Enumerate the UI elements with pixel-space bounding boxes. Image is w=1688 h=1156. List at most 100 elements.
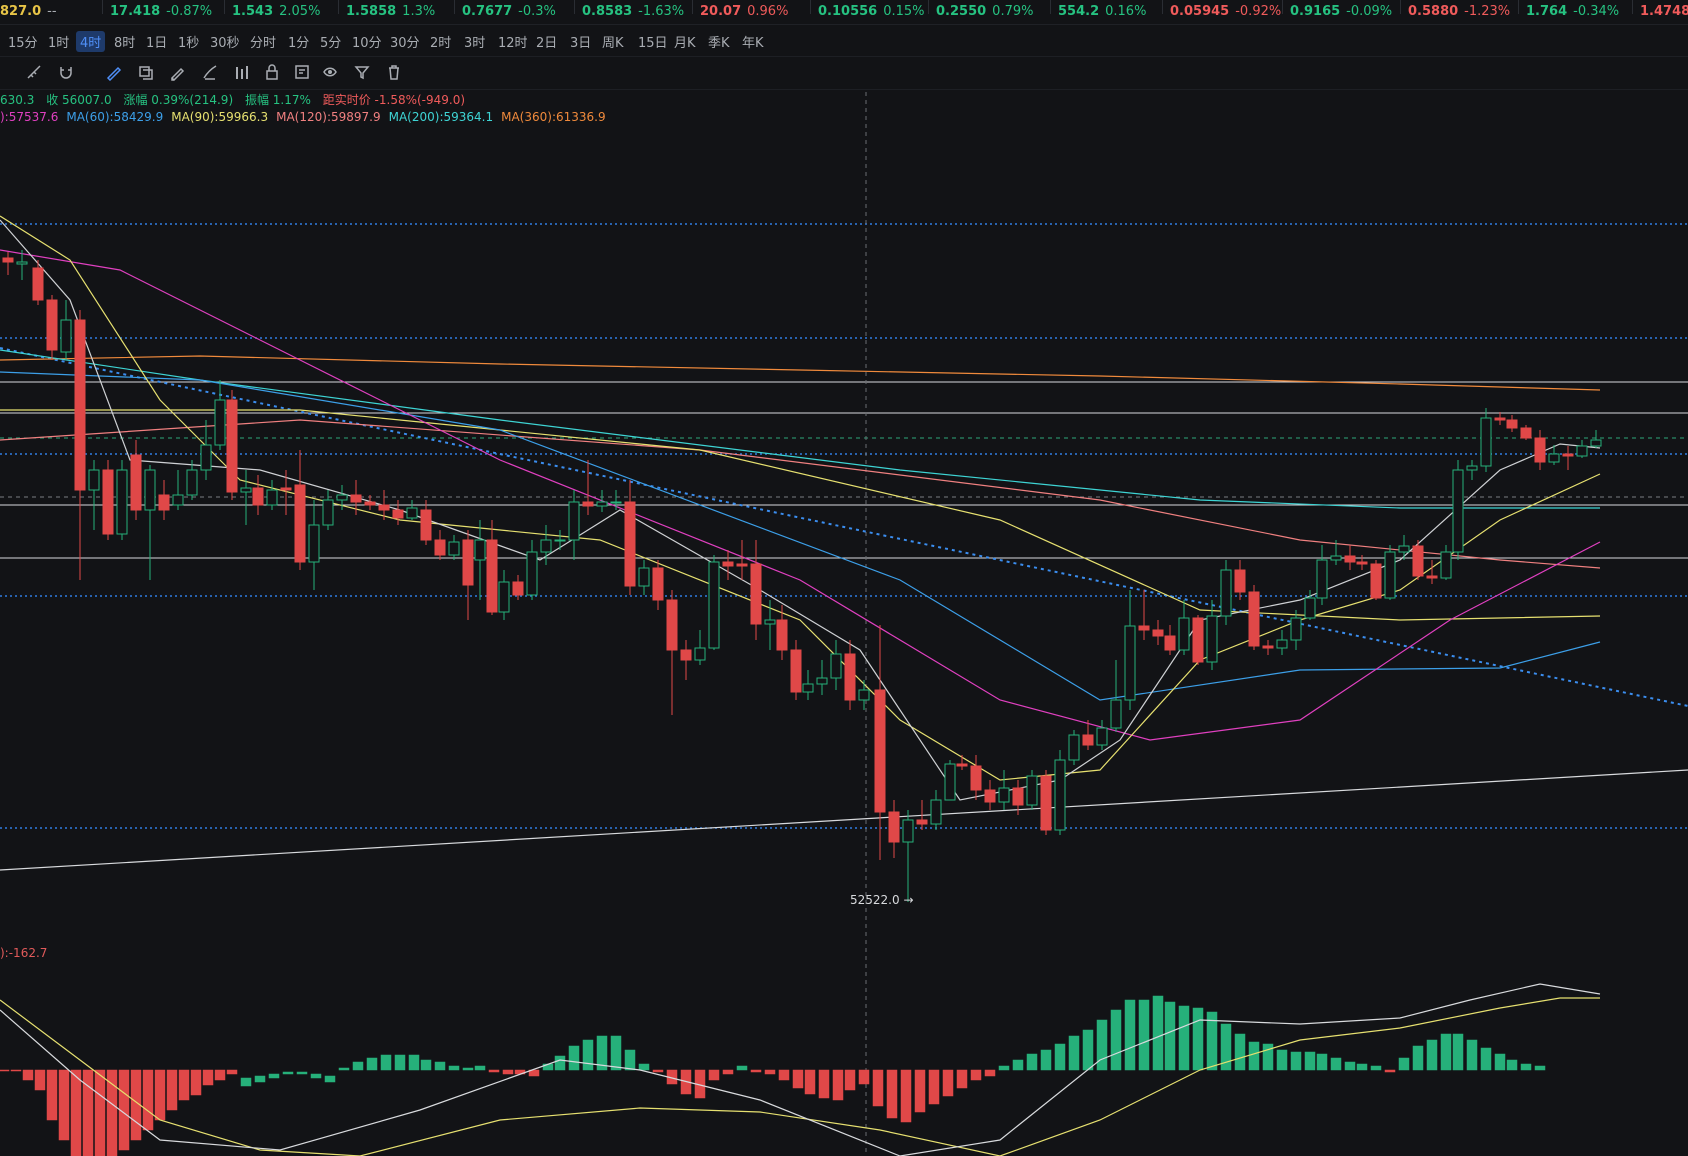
ticker-price: 827.0 [0, 4, 42, 19]
candle-body [888, 811, 900, 843]
ma360-line [0, 355, 1601, 391]
macd-histogram-bar [408, 1054, 420, 1071]
macd-histogram-bar [10, 1069, 22, 1072]
trash-icon[interactable] [384, 62, 404, 82]
candle-body [1548, 453, 1560, 463]
bars-icon[interactable] [232, 62, 252, 82]
candle-body [1316, 559, 1328, 599]
interval-tab[interactable]: 2时 [430, 36, 452, 51]
interval-tab[interactable]: 12时 [498, 36, 528, 51]
interval-tab[interactable]: 分时 [250, 36, 277, 51]
macd-histogram-bar [528, 1069, 540, 1077]
macd-histogram-bar [310, 1073, 322, 1079]
ticker-item[interactable]: 1.5858 1.3% [346, 4, 435, 19]
macd-histogram-bar [764, 1069, 776, 1075]
candle-body [32, 267, 44, 301]
ticker-item[interactable]: 1.764 -0.34% [1526, 4, 1619, 19]
lock-icon[interactable] [262, 62, 282, 82]
filter-icon[interactable] [352, 62, 372, 82]
macd-histogram-bar [778, 1069, 790, 1081]
macd-histogram-bar [750, 1069, 762, 1073]
ruler-icon[interactable] [24, 62, 44, 82]
layers-icon[interactable] [136, 62, 156, 82]
macd-histogram-bar [596, 1035, 608, 1071]
pencil-icon[interactable] [168, 62, 188, 82]
interval-tab[interactable]: 4时 [76, 31, 106, 52]
ticker-item[interactable]: 827.0 -- [0, 4, 57, 19]
ticker-item[interactable]: 0.9165 -0.09% [1290, 4, 1392, 19]
interval-tab[interactable]: 1日 [146, 36, 168, 51]
ticker-item[interactable]: 0.7677 -0.3% [462, 4, 556, 19]
candle-body [474, 539, 486, 561]
ticker-change: 0.16% [1105, 4, 1147, 19]
candle-body [186, 469, 198, 496]
interval-tab[interactable]: 30分 [390, 36, 420, 51]
interval-tab[interactable]: 季K [708, 36, 730, 51]
candle-body [526, 551, 538, 596]
macd-histogram-bar [34, 1069, 46, 1091]
interval-tab[interactable]: 1时 [48, 36, 70, 51]
price-chart[interactable] [0, 88, 1688, 1156]
candle-body [1426, 575, 1438, 579]
candle-body [802, 683, 814, 693]
ticker-item[interactable]: 0.05945 -0.92% [1170, 4, 1281, 19]
macd-histogram-bar [190, 1069, 202, 1096]
interval-tab[interactable]: 8时 [114, 36, 136, 51]
candle-body [252, 487, 264, 506]
macd-histogram-bar [792, 1069, 804, 1089]
candle-body [46, 299, 58, 351]
ticker-item[interactable]: 0.10556 0.15% [818, 4, 925, 19]
macd-histogram-bar [568, 1045, 580, 1071]
macd-histogram-bar [130, 1069, 142, 1141]
macd-histogram-bar [226, 1069, 238, 1075]
candle-body [1344, 555, 1356, 563]
ma60-line [0, 371, 1601, 701]
brush-icon[interactable] [104, 62, 124, 82]
pen-icon[interactable] [200, 62, 220, 82]
candle-body [1152, 629, 1164, 637]
candle-body [1330, 555, 1342, 561]
ticker-item[interactable]: 0.5880 -1.23% [1408, 4, 1510, 19]
macd-histogram-bar [900, 1069, 912, 1123]
interval-tab[interactable]: 2日 [536, 36, 558, 51]
interval-tab[interactable]: 30秒 [210, 36, 240, 51]
macd-histogram-bar [928, 1069, 940, 1105]
magnet-icon[interactable] [56, 62, 76, 82]
ticker-price: 0.2550 [936, 4, 987, 19]
ticker-price: 1.764 [1526, 4, 1568, 19]
ohlc-distance: 距实时价 -1.58%(-949.0) [322, 93, 466, 107]
interval-tab[interactable]: 1秒 [178, 36, 200, 51]
eye-icon[interactable] [320, 62, 340, 82]
interval-tab[interactable]: 15日 [638, 36, 668, 51]
interval-tab[interactable]: 月K [674, 36, 696, 51]
ticker-item[interactable]: 554.2 0.16% [1058, 4, 1146, 19]
macd-histogram-bar [420, 1059, 432, 1071]
candle-body [1412, 545, 1424, 577]
interval-tab[interactable]: 3日 [570, 36, 592, 51]
candle-body [1096, 727, 1108, 746]
ticker-item[interactable]: 0.2550 0.79% [936, 4, 1033, 19]
interval-tab[interactable]: 1分 [288, 36, 310, 51]
ma30-line [0, 249, 1601, 741]
interval-tab[interactable]: 10分 [352, 36, 382, 51]
ticker-change: -1.63% [638, 4, 685, 19]
macd-histogram-bar [268, 1073, 280, 1079]
ma10-line [0, 215, 1601, 781]
interval-tab[interactable]: 15分 [8, 36, 38, 51]
ticker-item[interactable]: 0.8583 -1.63% [582, 4, 684, 19]
ticker-item[interactable]: 17.418 -0.87% [110, 4, 212, 19]
candle-body [240, 487, 252, 493]
interval-tab[interactable]: 3时 [464, 36, 486, 51]
ticker-item[interactable]: 1.4748 [1640, 4, 1688, 19]
interval-tab[interactable]: 年K [742, 36, 764, 51]
candle-body [172, 494, 184, 506]
interval-tab[interactable]: 周K [602, 36, 624, 51]
macd-histogram-bar [474, 1065, 486, 1071]
ticker-item[interactable]: 1.543 2.05% [232, 4, 320, 19]
macd-histogram-bar [1426, 1039, 1438, 1071]
note-icon[interactable] [292, 62, 312, 82]
ticker-item[interactable]: 20.07 0.96% [700, 4, 788, 19]
ticker-change: -1.23% [1464, 4, 1511, 19]
interval-tab[interactable]: 5分 [320, 36, 342, 51]
ohlc-amplitude: 振幅 1.17% [244, 93, 311, 107]
